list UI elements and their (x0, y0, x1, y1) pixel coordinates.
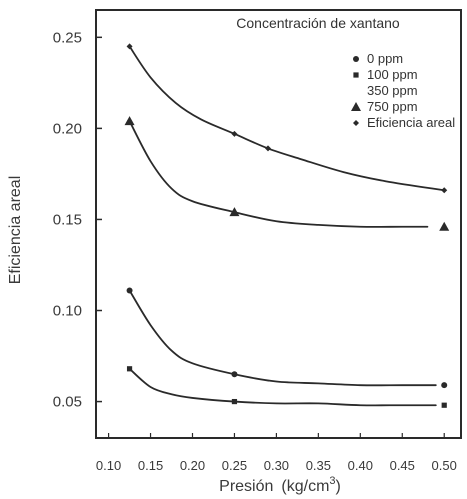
x-tick-label: 0.30 (264, 458, 289, 473)
legend-marker-diamond (353, 120, 359, 126)
x-tick-label: 0.25 (222, 458, 247, 473)
legend-title: Concentración de xantano (236, 15, 400, 31)
x-tick-label: 0.10 (96, 458, 121, 473)
data-point (126, 287, 133, 294)
data-point (265, 145, 272, 152)
legend-entry-label: Eficiencia areal (367, 115, 455, 130)
data-point (441, 187, 448, 194)
x-tick-label: 0.45 (390, 458, 415, 473)
x-tick-label: 0.20 (180, 458, 205, 473)
y-tick-label: 0.05 (53, 394, 82, 411)
y-tick-label: 0.15 (53, 211, 82, 228)
data-point (231, 371, 238, 378)
data-point (441, 402, 447, 408)
x-axis-unit: (kg/cm (281, 478, 329, 495)
legend-marker-square (353, 72, 359, 78)
data-point (231, 130, 238, 137)
legend-entry-label: 750 ppm (367, 99, 418, 114)
y-axis-label: Eficiencia areal (7, 176, 24, 285)
legend-entry-label: 100 ppm (367, 67, 418, 82)
data-point (231, 398, 238, 405)
data-point (441, 382, 448, 389)
x-axis-unit-exponent: 3 (329, 475, 335, 487)
x-axis-ticks: 0.10 0.15 0.20 0.25 0.30 0.35 0.40 0.45 0.50 (96, 433, 457, 473)
data-point (126, 43, 133, 50)
y-tick-label: 0.10 (53, 303, 82, 320)
y-tick-label: 0.25 (53, 29, 82, 46)
legend-entry-label: 0 ppm (367, 51, 403, 66)
y-tick-label: 0.20 (53, 120, 82, 137)
plot-frame (95, 9, 462, 439)
x-axis-label-name: Presión (219, 478, 273, 495)
data-point (124, 116, 135, 126)
series-line-1 (128, 45, 446, 192)
x-tick-label: 0.50 (432, 458, 457, 473)
legend-marker-circle (353, 56, 359, 62)
x-tick-label: 0.15 (138, 458, 163, 473)
x-tick-label: 0.40 (348, 458, 373, 473)
legend-marker-triangle (351, 102, 361, 111)
data-point (439, 221, 450, 231)
series-layer (124, 43, 450, 408)
data-point (229, 207, 240, 217)
y-axis-ticks: 0.05 0.10 0.15 0.20 0.25 (53, 29, 102, 411)
series-line-4 (128, 367, 437, 407)
x-axis-label: Presión (kg/cm3) (219, 475, 341, 495)
series-line-2 (128, 120, 429, 228)
legend-entry-label: 350 ppm (367, 83, 418, 98)
series-line-3 (128, 289, 437, 387)
x-axis-unit-close: ) (336, 478, 341, 495)
x-tick-label: 0.35 (306, 458, 331, 473)
data-point (126, 366, 133, 372)
